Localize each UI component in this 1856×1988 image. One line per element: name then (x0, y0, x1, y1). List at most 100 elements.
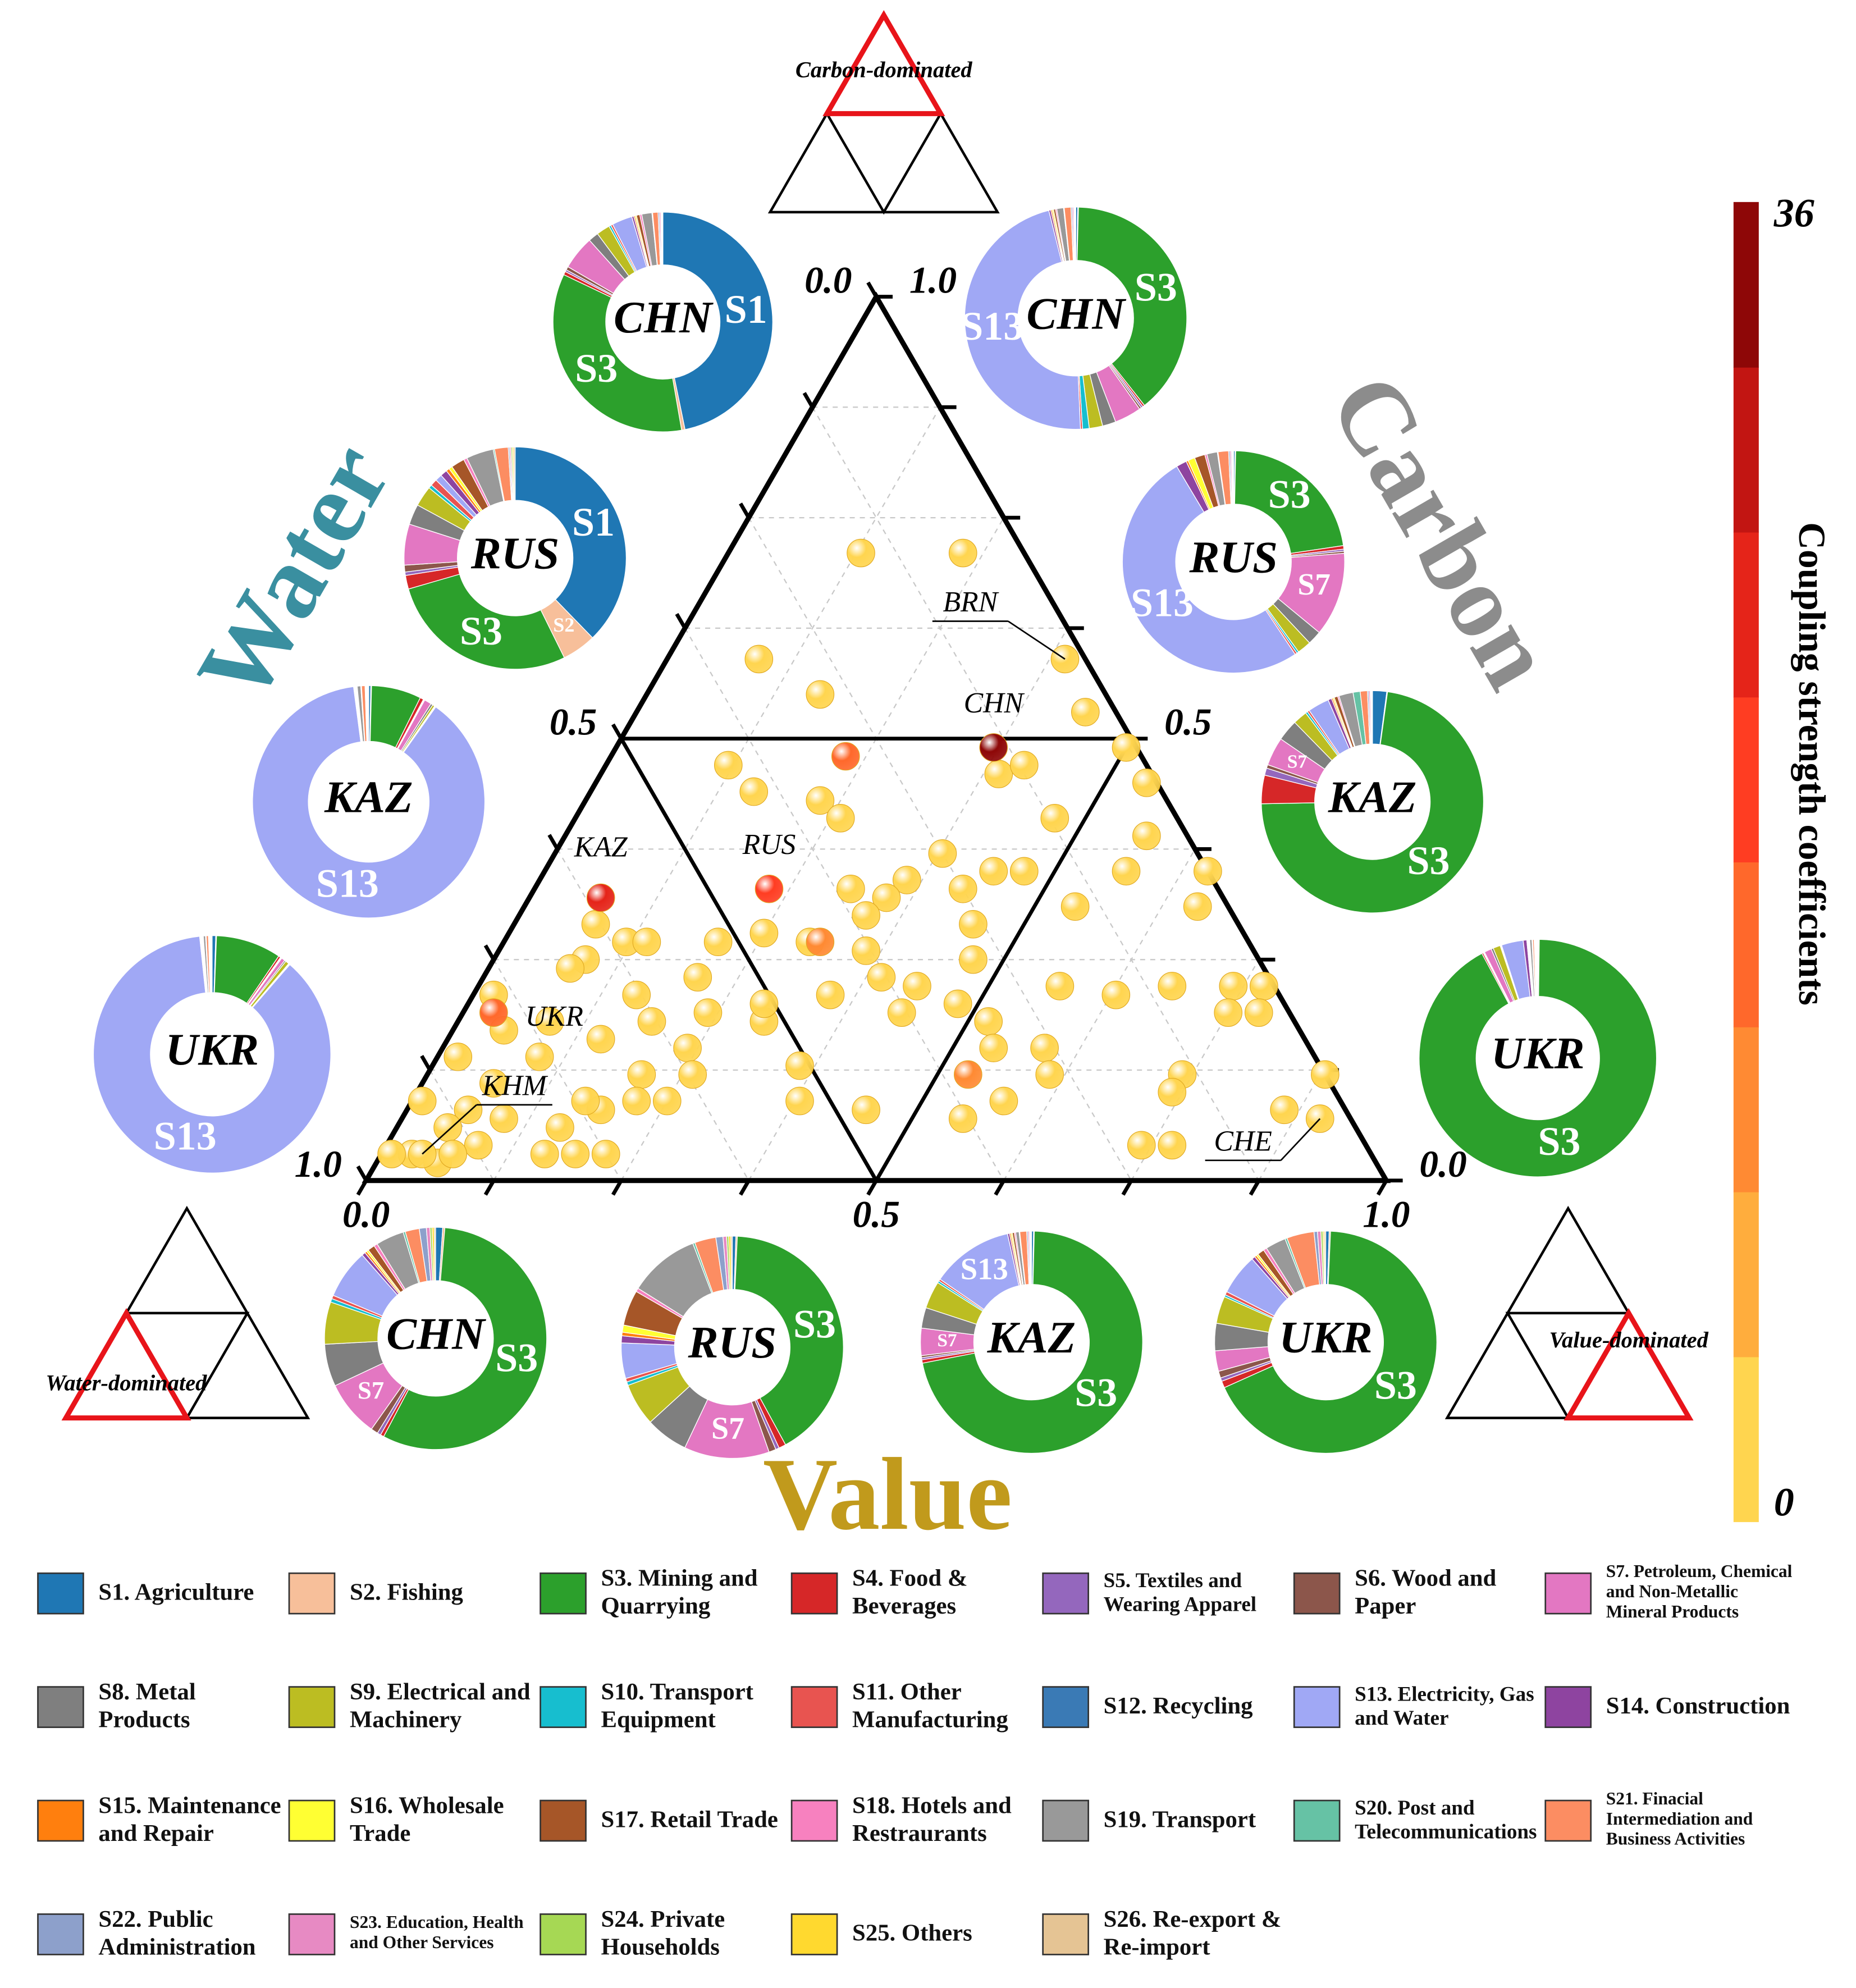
data-point (530, 1140, 559, 1168)
legend-label-box: S3. Mining and Quarrying (601, 1566, 758, 1620)
legend-label: S14. Construction (1606, 1693, 1790, 1720)
segment-label: S2 (553, 614, 574, 636)
data-point (438, 1140, 467, 1168)
segment-label: S7 (937, 1330, 957, 1351)
donut-segment (1234, 450, 1344, 554)
data-point (872, 883, 901, 912)
legend-label-box: S19. Transport (1104, 1807, 1256, 1833)
legend-label-box: S21. Finacial Intermediation and Busines… (1606, 1790, 1753, 1850)
donut-center-label: KAZ (324, 772, 413, 822)
legend-label: S6. Wood and Paper (1355, 1566, 1497, 1620)
data-point (556, 954, 584, 983)
data-point (714, 751, 743, 780)
data-point (637, 1007, 666, 1036)
donut-segment (1537, 939, 1538, 997)
tick-mark (547, 834, 559, 851)
legend-swatch (790, 1572, 838, 1615)
legend-label-box: S24. Private Households (601, 1907, 725, 1960)
dominant-region (61, 1308, 191, 1421)
segment-label: S7 (1287, 752, 1308, 773)
segment-label: S3 (793, 1301, 836, 1346)
segment-label: S7 (711, 1411, 744, 1446)
data-point (444, 1043, 473, 1071)
data-point (1311, 1060, 1340, 1089)
data-point (586, 1025, 615, 1054)
legend-swatch (288, 1686, 336, 1728)
data-point (433, 1113, 462, 1142)
legend-label-box: S12. Recycling (1103, 1693, 1253, 1720)
donut-segment (552, 274, 682, 432)
tick-label: 0.0 (1419, 1143, 1466, 1185)
legend-swatch (37, 1686, 84, 1728)
legend-label: S23. Education, Health and Other Service… (349, 1914, 524, 1954)
data-point (1112, 733, 1141, 762)
dominant-region (1564, 1308, 1694, 1421)
tick-mark (866, 1180, 878, 1196)
legend-swatch (540, 1799, 587, 1842)
tick-mark (802, 392, 815, 408)
tick-mark (356, 1180, 368, 1196)
donut-center-label: CHN (386, 1308, 486, 1359)
point-label: UKR (525, 1000, 583, 1032)
legend-label: S5. Textiles and Wearing Apparel (1103, 1568, 1257, 1616)
segment-label: S3 (1268, 472, 1311, 517)
legend-label-box: S11. Other Manufacturing (852, 1679, 1008, 1733)
tick-label: 1.0 (1363, 1194, 1410, 1236)
legend-label-box: S16. Wholesale Trade (350, 1793, 504, 1847)
legend-label: S12. Recycling (1103, 1693, 1253, 1720)
legend-swatch (790, 1799, 838, 1842)
grid-line (812, 406, 1260, 1181)
data-point (546, 1113, 574, 1142)
data-point (479, 1069, 508, 1098)
data-point (785, 1051, 814, 1080)
colorbar-tick-label: 36 (1773, 190, 1814, 235)
data-point (1071, 698, 1100, 726)
segment-label: S3 (1538, 1119, 1580, 1164)
donut-segment (661, 212, 664, 266)
legend-label: S1. Agriculture (98, 1579, 254, 1606)
donut-segment (1223, 1231, 1438, 1454)
data-point (836, 874, 865, 903)
data-point (979, 857, 1008, 886)
donut-segment (93, 935, 331, 1173)
data-point (693, 998, 723, 1027)
legend-swatch (1544, 1686, 1592, 1728)
segment-label: S1 (572, 500, 615, 545)
data-point (847, 538, 875, 568)
data-point (826, 804, 855, 833)
legend-label: S15. Maintenance and Repair (98, 1793, 281, 1848)
data-point (739, 777, 769, 806)
data-point (525, 1043, 554, 1071)
legend-swatch (540, 1686, 587, 1728)
data-point (948, 874, 977, 903)
data-point (464, 1131, 493, 1160)
data-point (1112, 857, 1141, 886)
data-point (1214, 998, 1243, 1027)
tick-label: 0.0 (804, 259, 852, 301)
tick-mark (483, 1180, 496, 1196)
segment-label: S7 (358, 1376, 384, 1404)
point-label: KHM (482, 1070, 548, 1102)
legend-swatch (1042, 1799, 1089, 1842)
legend-swatch (37, 1913, 84, 1955)
donut-segment (408, 573, 565, 670)
data-point (755, 874, 784, 903)
grid-line (1003, 848, 1196, 1181)
legend-label: S7. Petroleum, Chemical and Non-Metallic… (1606, 1562, 1793, 1623)
major-grid-line (874, 737, 1133, 1182)
donut-center-label: CHN (1026, 288, 1126, 339)
axis-title: Value (763, 1437, 1012, 1551)
tick-mark (420, 1054, 432, 1071)
data-point (1040, 804, 1069, 833)
data-point (581, 910, 610, 939)
donut-segment (513, 446, 516, 501)
data-point (744, 645, 774, 674)
data-point (831, 742, 860, 771)
data-point (893, 866, 921, 894)
legend-label-box: S13. Electricity, Gas and Water (1355, 1682, 1534, 1730)
legend-label: S22. Public Administration (98, 1907, 256, 1961)
donut-center-label: KAZ (1328, 772, 1416, 822)
colorbar-band (1733, 532, 1759, 698)
data-point (1270, 1095, 1299, 1125)
